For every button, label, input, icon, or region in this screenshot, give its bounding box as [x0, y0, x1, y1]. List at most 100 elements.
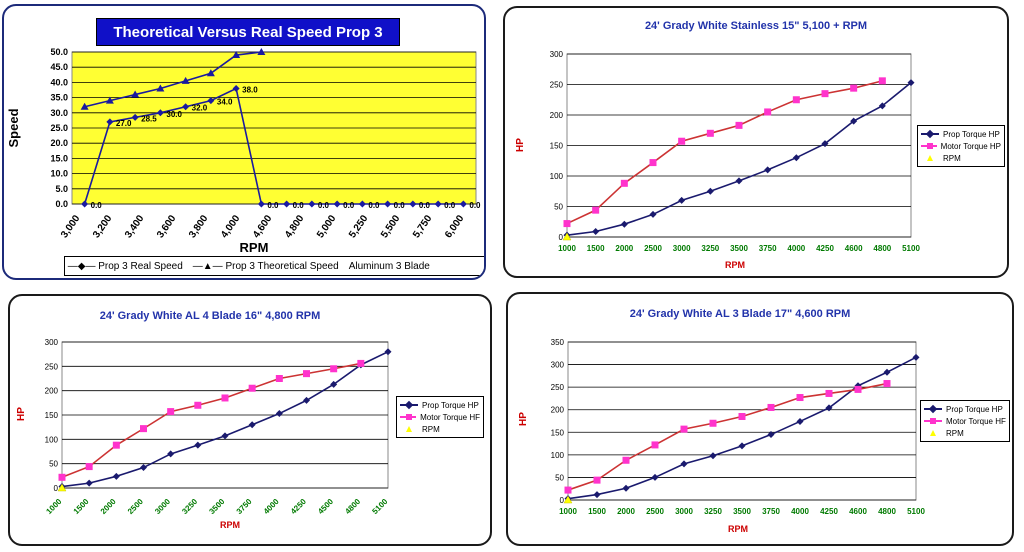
x-tick-label: 3000 — [153, 497, 172, 516]
x-tick-label: 3500 — [207, 497, 226, 516]
y-tick-label: 200 — [551, 406, 565, 415]
x-tick-label: 4250 — [820, 507, 838, 516]
point-motor-torque — [620, 179, 628, 187]
point-motor-torque — [303, 370, 310, 378]
point-prop-torque — [825, 404, 833, 412]
stainless-chart-panel: 0 50 100 150 200 250 300 1000 1500 2000 2500 3000 32… — [503, 6, 1009, 278]
point-real-speed — [333, 200, 341, 208]
y-tick-label: 100 — [45, 435, 59, 444]
x-tick-label: 3750 — [235, 497, 254, 516]
al3-chart-title: 24' Grady White AL 3 Blade 17" 4,600 RPM — [629, 308, 851, 320]
data-label: 0.0 — [267, 201, 279, 210]
point-theoretical-speed — [181, 76, 190, 84]
point-motor-torque — [651, 441, 659, 449]
point-prop-torque — [649, 210, 657, 218]
y-tick-label: 150 — [551, 428, 565, 437]
data-label: 38.0 — [242, 85, 258, 94]
x-tick-label: 2000 — [615, 244, 633, 253]
point-motor-torque — [825, 389, 833, 397]
x-tick-label: 5,250 — [347, 213, 371, 240]
x-tick-label: 4250 — [816, 244, 834, 253]
y-tick-label: 40.0 — [50, 77, 68, 87]
point-real-speed — [434, 200, 442, 208]
point-real-speed — [131, 113, 139, 121]
data-label: 0.0 — [343, 201, 355, 210]
y-tick-label: 50 — [554, 203, 563, 212]
x-tick-label: 4800 — [878, 507, 896, 516]
y-tick-label: 20.0 — [50, 138, 68, 148]
x-tick-label: 5,750 — [411, 213, 435, 240]
y-tick-label: 10.0 — [50, 169, 68, 179]
al4-chart: 0 50 100 150 200 250 300 1000 1500 2000 2500 3000 32… — [16, 338, 392, 530]
x-tick-label: 6,000 — [443, 213, 467, 240]
x-axis-label: RPM — [220, 520, 240, 530]
point-motor-torque — [709, 419, 717, 427]
x-tick-label: 3000 — [673, 244, 691, 253]
point-prop-torque — [850, 117, 858, 125]
speed-chart: 0.0 5.0 10.0 15.0 20.0 25.0 30.0 35.0 40.0 45.0 50… — [6, 47, 481, 255]
point-motor-torque — [592, 206, 600, 214]
x-tick-label: 3750 — [759, 244, 777, 253]
data-label: 0.0 — [91, 201, 103, 210]
point-theoretical-speed — [206, 69, 215, 77]
y-tick-label: 150 — [550, 142, 564, 151]
data-label: 0.0 — [444, 201, 456, 210]
point-prop-torque — [221, 432, 229, 440]
point-real-speed — [308, 200, 316, 208]
x-tick-label: 5100 — [370, 497, 389, 516]
al3-chart-panel: 0 50 100 150 200 250 300 350 1000 1500 2000 2500 300… — [506, 292, 1014, 546]
legend-rpm: RPM — [924, 427, 1006, 439]
point-real-speed — [81, 200, 89, 208]
point-motor-torque — [680, 425, 688, 433]
point-prop-torque — [735, 177, 743, 185]
al4-chart-title: 24' Grady White AL 4 Blade 16" 4,800 RPM — [99, 310, 321, 322]
point-motor-torque — [140, 425, 147, 433]
point-motor-torque — [649, 159, 657, 167]
point-prop-torque — [678, 196, 686, 204]
point-motor-torque — [167, 408, 175, 416]
point-prop-torque — [706, 187, 714, 195]
point-theoretical-speed — [156, 84, 165, 92]
point-motor-torque — [112, 441, 120, 449]
series-line-theoretical-speed — [84, 51, 262, 108]
x-tick-label: 1500 — [588, 507, 606, 516]
x-tick-label: 2000 — [617, 507, 635, 516]
point-motor-torque — [58, 473, 66, 481]
y-axis-label: HP — [518, 412, 529, 426]
legend-motor-torque: Motor Torque HF — [924, 415, 1006, 427]
point-prop-torque — [764, 166, 772, 174]
x-tick-label: 1500 — [587, 244, 605, 253]
point-real-speed — [409, 200, 417, 208]
x-tick-label: 4800 — [343, 497, 362, 516]
y-tick-label: 50 — [49, 460, 58, 469]
x-axis-label: RPM — [725, 260, 745, 270]
y-tick-label: 300 — [550, 50, 564, 59]
x-tick-label: 5100 — [902, 244, 920, 253]
al3-chart-legend: Prop Torque HP Motor Torque HF RPM — [920, 400, 1010, 442]
y-tick-label: 300 — [45, 338, 59, 347]
x-tick-label: 3,000 — [59, 213, 83, 240]
y-tick-label: 100 — [550, 172, 564, 181]
point-motor-torque — [357, 359, 365, 367]
x-tick-label: 3,200 — [91, 213, 115, 240]
series-line-motor-torque — [566, 80, 883, 225]
point-prop-torque — [912, 353, 920, 361]
point-motor-torque — [275, 375, 283, 382]
x-tick-label: 5,500 — [379, 213, 403, 240]
y-axis-label: Speed — [6, 108, 21, 147]
x-tick-label: 2000 — [99, 497, 118, 516]
data-label: 0.0 — [293, 201, 305, 210]
data-label: 28.5 — [141, 114, 157, 123]
x-tick-label: 4000 — [262, 497, 281, 516]
x-tick-label: 4250 — [289, 497, 308, 516]
point-motor-torque — [678, 137, 686, 145]
y-tick-label: 100 — [551, 451, 565, 460]
point-rpm — [563, 495, 573, 504]
point-prop-torque — [592, 228, 600, 236]
x-tick-label: 3750 — [762, 507, 780, 516]
point-motor-torque — [850, 84, 858, 92]
y-tick-label: 250 — [45, 362, 59, 371]
point-prop-torque — [821, 140, 829, 148]
point-real-speed — [459, 200, 467, 208]
y-tick-label: 200 — [45, 387, 59, 396]
